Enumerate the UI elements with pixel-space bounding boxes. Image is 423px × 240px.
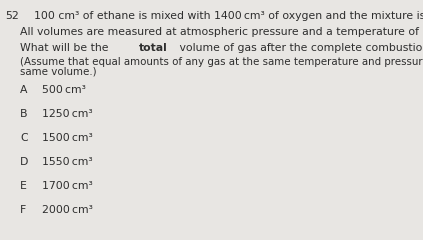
Text: volume of gas after the complete combustion?: volume of gas after the complete combust… [176, 43, 423, 53]
Text: 1250 cm³: 1250 cm³ [42, 109, 93, 119]
Text: C: C [20, 133, 27, 143]
Text: 500 cm³: 500 cm³ [42, 85, 86, 95]
Text: D: D [20, 157, 28, 167]
Text: 1700 cm³: 1700 cm³ [42, 181, 93, 191]
Text: 100 cm³ of ethane is mixed with 1400 cm³ of oxygen and the mixture is ignited.: 100 cm³ of ethane is mixed with 1400 cm³… [34, 11, 423, 21]
Text: 1550 cm³: 1550 cm³ [42, 157, 93, 167]
Text: A: A [20, 85, 27, 95]
Text: F: F [20, 205, 26, 215]
Text: All volumes are measured at atmospheric pressure and a temperature of 150 °C.: All volumes are measured at atmospheric … [20, 27, 423, 37]
Text: 1500 cm³: 1500 cm³ [42, 133, 93, 143]
Text: 52: 52 [5, 11, 19, 21]
Text: total: total [139, 43, 168, 53]
Text: What will be the: What will be the [20, 43, 112, 53]
Text: E: E [20, 181, 27, 191]
Text: B: B [20, 109, 27, 119]
Text: same volume.): same volume.) [20, 67, 96, 77]
Text: 2000 cm³: 2000 cm³ [42, 205, 93, 215]
Text: (Assume that equal amounts of any gas at the same temperature and pressure occup: (Assume that equal amounts of any gas at… [20, 57, 423, 67]
